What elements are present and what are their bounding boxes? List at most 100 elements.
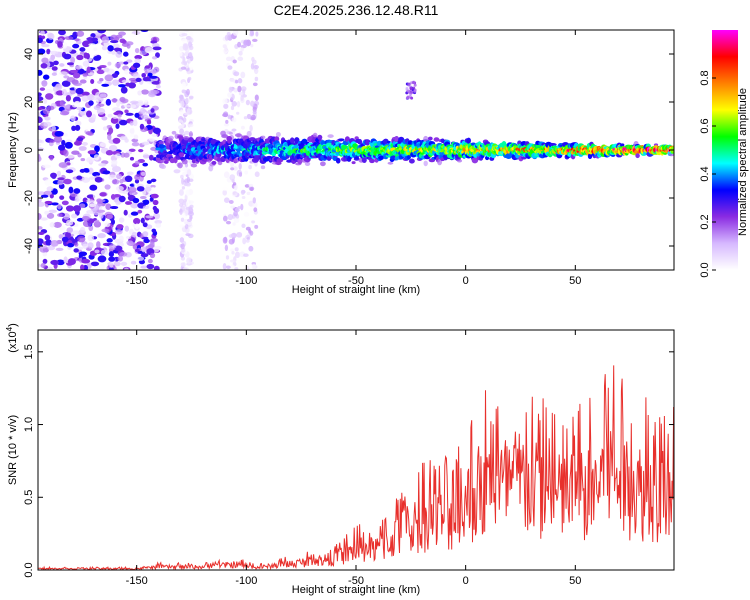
heatmap-cell xyxy=(152,205,158,211)
heatmap-cell xyxy=(76,54,84,61)
heatmap-cell xyxy=(87,209,93,214)
x-tick-label: 50 xyxy=(569,275,581,287)
heatmap-cell xyxy=(75,87,84,95)
heatmap-cell xyxy=(115,201,121,206)
heatmap-cell xyxy=(51,202,59,206)
heatmap-cell xyxy=(68,186,74,194)
top-y-ticks: -40 -20 0 20 40 xyxy=(23,48,674,254)
heatmap-cell xyxy=(237,56,244,62)
heatmap-cell xyxy=(88,100,94,106)
heatmap-cell xyxy=(63,178,72,185)
heatmap-cell xyxy=(108,174,117,181)
heatmap-cell xyxy=(86,156,95,164)
heatmap-cell xyxy=(248,245,254,252)
heatmap-cell xyxy=(179,151,185,158)
heatmap-cell xyxy=(232,30,239,36)
heatmap-cell xyxy=(117,255,124,262)
heatmap-cell xyxy=(189,214,193,221)
heatmap-cell xyxy=(116,224,124,230)
x-tick-label: -100 xyxy=(235,575,257,587)
heatmap-cell xyxy=(106,214,113,220)
heatmap-cell xyxy=(152,127,161,134)
heatmap-cell xyxy=(180,262,185,267)
top-x-ticks: -150 -100 -50 0 50 xyxy=(126,30,581,287)
heatmap-cell xyxy=(150,186,156,193)
heatmap-cell xyxy=(410,96,414,100)
heatmap-cell xyxy=(188,211,194,217)
heatmap-cell xyxy=(64,141,73,149)
heatmap-cell xyxy=(39,87,46,91)
heatmap-cell xyxy=(82,243,89,249)
heatmap-cell xyxy=(230,161,235,168)
heatmap-cell xyxy=(276,157,284,163)
heatmap-cell xyxy=(320,161,326,167)
heatmap-cell xyxy=(134,179,140,184)
heatmap-cell xyxy=(71,150,80,155)
heatmap-cell xyxy=(99,263,105,270)
heatmap-cell xyxy=(101,36,110,44)
heatmap-cell xyxy=(104,222,111,228)
heatmap-cell xyxy=(142,231,149,237)
heatmap-cell xyxy=(188,133,193,136)
heatmap-cell xyxy=(83,52,89,59)
heatmap-cell xyxy=(124,225,130,232)
snr-series-line xyxy=(38,365,674,570)
heatmap-cell xyxy=(150,108,155,113)
heatmap-cell xyxy=(183,61,188,66)
heatmap-cell xyxy=(63,62,68,70)
heatmap-cell xyxy=(61,80,71,87)
heatmap-cell xyxy=(312,132,318,138)
heatmap-cell xyxy=(243,39,249,46)
heatmap-cell xyxy=(297,158,303,165)
heatmap-cell xyxy=(177,162,183,169)
heatmap-cell xyxy=(188,200,194,204)
heatmap-cells xyxy=(38,30,674,270)
heatmap-cell xyxy=(130,202,139,209)
colorbar-tick-label: 0.4 xyxy=(699,166,711,181)
heatmap-cell xyxy=(71,230,81,235)
heatmap-cell xyxy=(130,211,139,216)
heatmap-cell xyxy=(229,78,235,83)
heatmap-cell xyxy=(153,265,160,270)
heatmap-cell xyxy=(227,214,234,221)
heatmap-cell xyxy=(130,100,139,105)
heatmap-cell xyxy=(110,40,119,44)
heatmap-cell xyxy=(133,134,139,140)
heatmap-cell xyxy=(186,58,191,64)
heatmap-cell xyxy=(128,148,136,153)
heatmap-cell xyxy=(238,91,244,96)
heatmap-cell xyxy=(107,45,114,52)
heatmap-cell xyxy=(223,197,230,203)
heatmap-cell xyxy=(190,163,198,168)
heatmap-cell xyxy=(49,121,59,126)
heatmap-cell xyxy=(179,208,183,215)
heatmap-cell xyxy=(245,99,251,106)
heatmap-cell xyxy=(351,161,356,165)
heatmap-cell xyxy=(72,205,82,212)
heatmap-cell xyxy=(38,107,43,111)
heatmap-cell xyxy=(46,212,55,219)
heatmap-cell xyxy=(260,135,266,140)
heatmap-cell xyxy=(411,81,415,84)
heatmap-cell xyxy=(131,142,140,147)
heatmap-cell xyxy=(150,193,159,199)
heatmap-cell xyxy=(58,162,68,168)
heatmap-cell xyxy=(123,104,132,108)
heatmap-cell xyxy=(67,242,75,248)
heatmap-cell xyxy=(78,146,87,151)
heatmap-cell xyxy=(249,30,254,36)
colorbar-ticks: 0.0 0.2 0.4 0.6 0.8 xyxy=(699,70,716,278)
heatmap-cell xyxy=(230,264,235,270)
heatmap-cell xyxy=(98,162,107,167)
heatmap-cell xyxy=(66,154,76,159)
heatmap-cell xyxy=(42,108,50,115)
heatmap-cell xyxy=(125,235,132,240)
heatmap-cell xyxy=(250,207,255,211)
heatmap-cell xyxy=(68,251,75,256)
heatmap-cell xyxy=(74,100,81,107)
x-tick-label: 0 xyxy=(463,275,469,287)
bottom-y-axis-label: SNR (10 * v/v) xyxy=(7,415,19,485)
heatmap-cell xyxy=(232,182,237,186)
heatmap-cell xyxy=(229,174,236,181)
heatmap-cell xyxy=(51,125,56,132)
